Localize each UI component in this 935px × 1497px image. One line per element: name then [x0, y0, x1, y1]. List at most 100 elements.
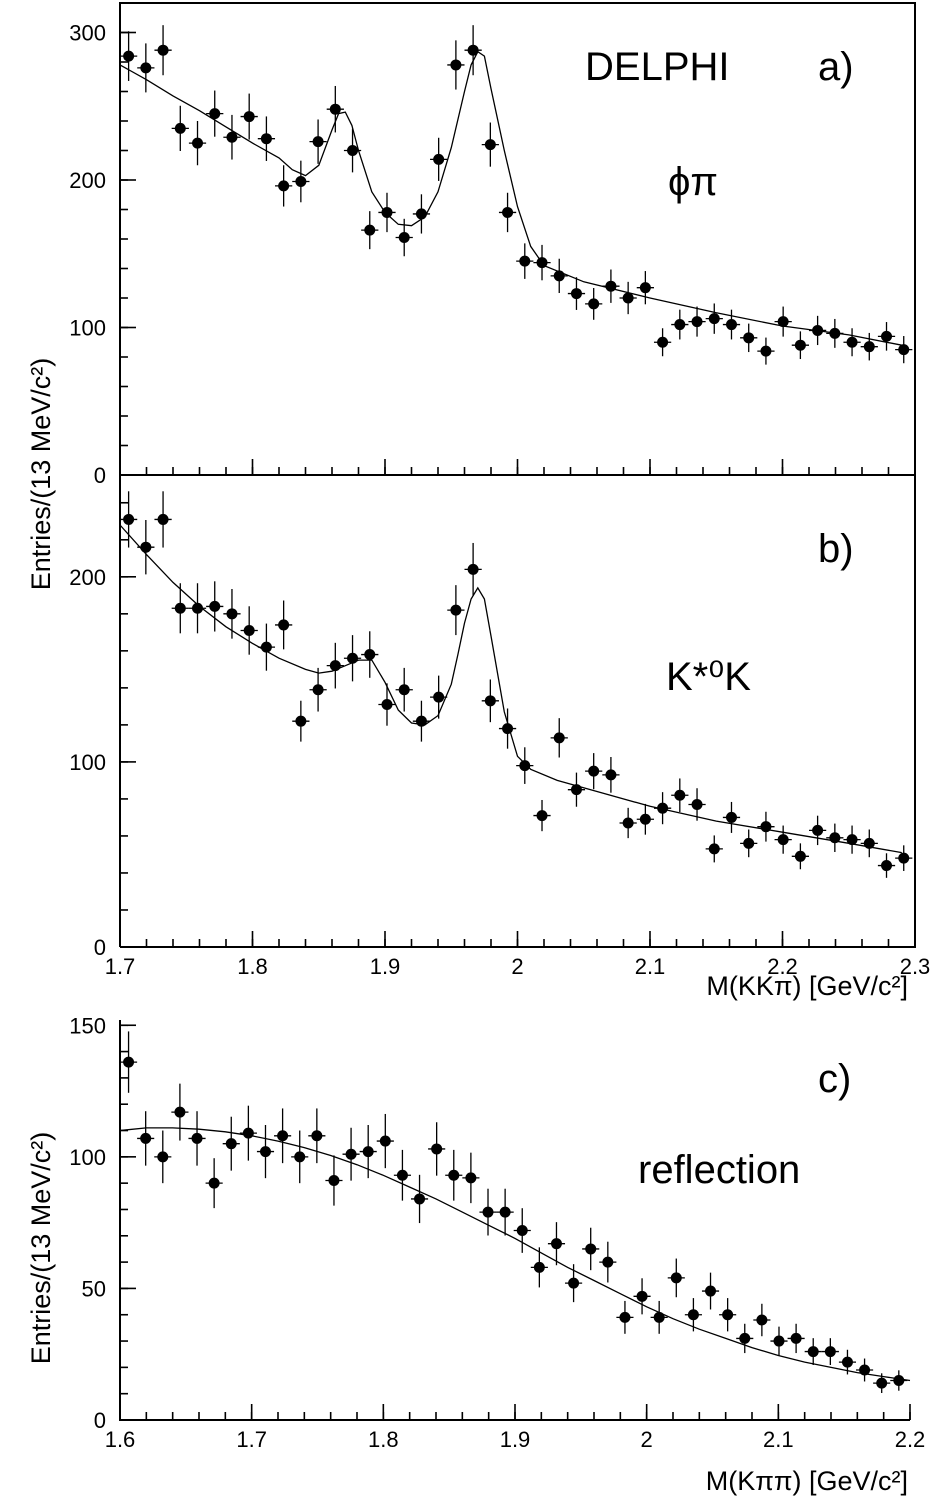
data-point [396, 1169, 408, 1181]
y-tick-label: 100 [69, 750, 106, 775]
data-point [278, 619, 290, 631]
data-point [794, 339, 806, 351]
panel-c: 0 50 100 150 1.6 1.7 1.8 1.9 2 2.1 2.2 [69, 1013, 925, 1452]
data-point [191, 1132, 203, 1144]
data-point [311, 1130, 323, 1142]
x-axis-title-top: M(KKπ) [GeV/c²] [706, 971, 908, 1001]
channel-label-phipi: ϕπ [668, 160, 718, 204]
data-point [807, 1346, 819, 1358]
y-tick-label: 200 [69, 168, 106, 193]
data-point [846, 834, 858, 846]
data-point [174, 1106, 186, 1118]
data-point [722, 1309, 734, 1321]
data-point [674, 319, 686, 331]
data-point [777, 316, 789, 328]
data-point [705, 1285, 717, 1297]
data-point [209, 600, 221, 612]
x-axis-title-bottom: M(Kππ) [GeV/c²] [706, 1466, 908, 1496]
data-point [760, 345, 772, 357]
data-point [140, 62, 152, 74]
data-point [519, 255, 531, 267]
data-point [192, 602, 204, 614]
data-point [431, 1143, 443, 1155]
data-point [691, 316, 703, 328]
panel-c-label: c) [818, 1057, 851, 1101]
data-point [876, 1377, 888, 1389]
data-point [260, 641, 272, 653]
data-point [585, 1243, 597, 1255]
data-point [328, 1175, 340, 1187]
data-point [226, 131, 238, 143]
data-point [588, 765, 600, 777]
data-point [622, 817, 634, 829]
y-tick-label: 150 [69, 1013, 106, 1038]
data-point [414, 1193, 426, 1205]
data-point [570, 288, 582, 300]
data-point [433, 691, 445, 703]
data-point [841, 1356, 853, 1368]
data-point [863, 341, 875, 353]
data-point [725, 319, 737, 331]
y-tick-label: 300 [69, 21, 106, 46]
x-tick-label: 2.2 [895, 1427, 926, 1452]
y-axis-title-top: Entries/(13 MeV/c²) [26, 358, 56, 591]
data-point [312, 136, 324, 148]
data-point [157, 44, 169, 56]
data-point [859, 1364, 871, 1376]
data-point [140, 1132, 152, 1144]
data-point [225, 1138, 237, 1150]
y-tick-label: 100 [69, 316, 106, 341]
data-point [208, 1177, 220, 1189]
channel-label-reflection: reflection [638, 1148, 800, 1192]
data-point [295, 175, 307, 187]
y-tick-label: 100 [69, 1145, 106, 1170]
panel-a-label: a) [818, 45, 854, 89]
data-point [467, 563, 479, 575]
data-point [415, 208, 427, 220]
data-point [450, 59, 462, 71]
data-point [516, 1225, 528, 1237]
y-tick-label: 0 [94, 463, 106, 488]
panel-a: 0 100 200 300 [69, 2, 916, 488]
axis-frame-c [119, 1020, 910, 1421]
data-point [881, 860, 893, 872]
x-tick-label: 1.9 [370, 954, 401, 979]
x-tick-label: 1.9 [500, 1427, 531, 1452]
x-tick-label: 1.7 [236, 1427, 267, 1452]
data-point [157, 513, 169, 525]
data-point [605, 280, 617, 292]
data-point [174, 122, 186, 134]
data-point [482, 1206, 494, 1218]
data-point [123, 50, 135, 62]
y-tick-label: 50 [82, 1276, 106, 1301]
data-point [794, 850, 806, 862]
data-point [657, 802, 669, 814]
data-point [259, 1146, 271, 1158]
data-point [398, 232, 410, 244]
data-point [243, 624, 255, 636]
data-point [364, 224, 376, 236]
data-point [243, 111, 255, 123]
data-point [174, 602, 186, 614]
data-point [502, 723, 514, 735]
data-point [364, 649, 376, 661]
experiment-label: DELPHI [585, 45, 730, 89]
data-point [846, 336, 858, 348]
data-point [725, 811, 737, 823]
data-point [687, 1309, 699, 1321]
data-point [619, 1311, 631, 1323]
data-point [123, 513, 135, 525]
data-point [653, 1311, 665, 1323]
data-point [465, 1172, 477, 1184]
data-point [670, 1272, 682, 1284]
x-tick-label: 1.6 [105, 1427, 136, 1452]
data-point [312, 684, 324, 696]
data-point [381, 206, 393, 218]
data-point [790, 1332, 802, 1344]
data-point [450, 604, 462, 616]
data-point [743, 332, 755, 344]
axis-frame-b [119, 474, 916, 948]
data-point [863, 837, 875, 849]
panel-b: 0 100 200 1.7 1.8 1.9 2 2.1 2.2 2.3 [69, 474, 930, 979]
